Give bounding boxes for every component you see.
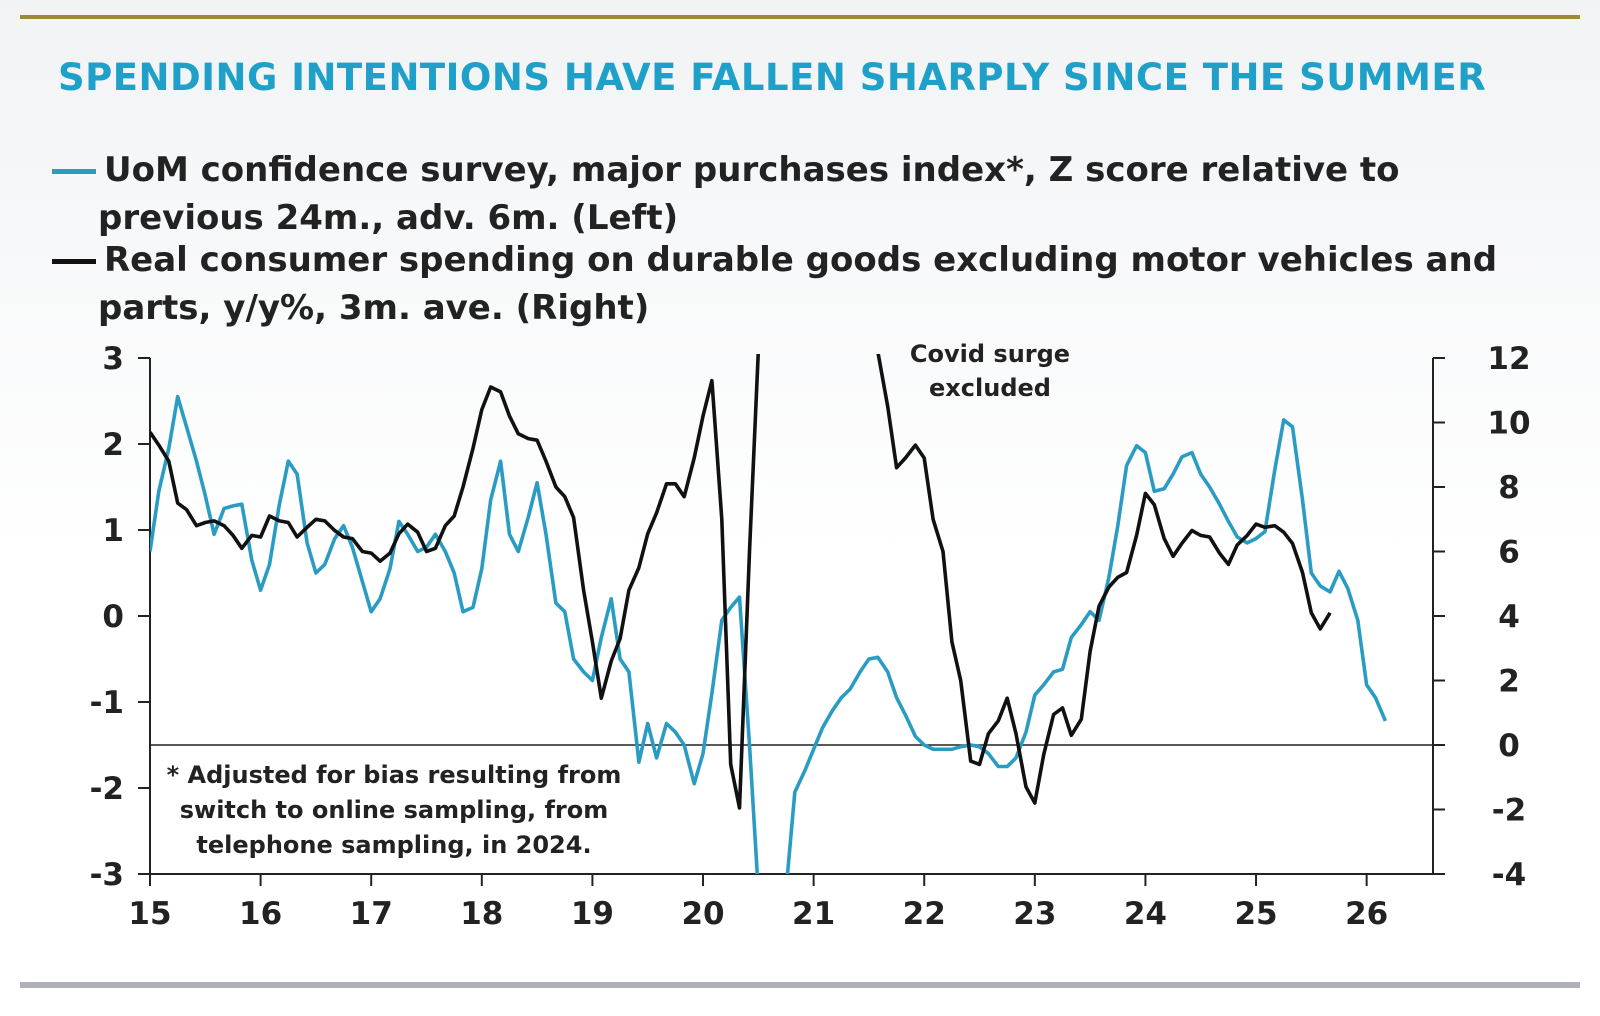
legend-text-spending-line1: Real consumer spending on durable goods …	[104, 240, 1498, 280]
x-tick-label: 15	[128, 896, 171, 932]
x-tick-label: 25	[1234, 896, 1277, 932]
covid-annotation-line2: excluded	[929, 374, 1051, 402]
bottom-rule	[20, 982, 1580, 988]
y-left-tick-label: 2	[102, 427, 124, 463]
y-right-tick-label: -2	[1492, 793, 1526, 829]
legend-text-uom-line1: UoM confidence survey, major purchases i…	[104, 150, 1400, 190]
x-tick-label: 21	[792, 896, 835, 932]
footnote: * Adjusted for bias resulting from switc…	[167, 761, 622, 859]
y-right-tick-label: 8	[1498, 470, 1520, 506]
x-tick-label: 26	[1345, 896, 1388, 932]
top-rule	[20, 15, 1580, 19]
y-left-tick-label: 1	[102, 513, 124, 549]
y-right-tick-label: 10	[1487, 406, 1530, 442]
x-tick-label: 17	[350, 896, 393, 932]
x-tick-label: 20	[681, 896, 724, 932]
legend-text-spending-line2: parts, y/y%, 3m. ave. (Right)	[98, 288, 650, 328]
y-left-tick-label: -1	[90, 685, 124, 721]
x-tick-label: 18	[460, 896, 503, 932]
chart-title: SPENDING INTENTIONS HAVE FALLEN SHARPLY …	[58, 56, 1487, 99]
y-right-tick-label: 4	[1498, 599, 1520, 635]
y-right-tick-label: 6	[1498, 535, 1520, 571]
footnote-line1: * Adjusted for bias resulting from	[167, 761, 622, 789]
footnote-line2: switch to online sampling, from	[180, 796, 609, 824]
covid-annotation: Covid surge excluded	[910, 340, 1070, 402]
legend-swatch-black	[52, 259, 96, 264]
legend-entry-uom: UoM confidence survey, major purchases i…	[52, 146, 1400, 242]
y-right-tick-label: 2	[1498, 664, 1520, 700]
series-line-uom-major-purchases	[150, 394, 1388, 874]
footnote-line3: telephone sampling, in 2024.	[196, 831, 591, 859]
chart-series	[150, 354, 1388, 874]
y-right-tick-label: -4	[1492, 857, 1526, 893]
legend-entry-spending: Real consumer spending on durable goods …	[52, 236, 1497, 332]
x-tick-label: 19	[571, 896, 614, 932]
x-tick-label: 22	[903, 896, 946, 932]
legend-text-uom-line2: previous 24m., adv. 6m. (Left)	[98, 198, 679, 238]
y-left-tick-label: 0	[102, 599, 124, 635]
y-left-tick-label: -3	[90, 857, 124, 893]
series-line-durable-goods-spending	[150, 354, 1332, 810]
y-right-tick-label: 12	[1487, 341, 1530, 377]
y-left-tick-label: -2	[90, 771, 124, 807]
covid-annotation-line1: Covid surge	[910, 340, 1070, 368]
x-tick-label: 24	[1124, 896, 1167, 932]
x-tick-label: 16	[239, 896, 282, 932]
y-left-tick-label: 3	[102, 341, 124, 377]
y-right-tick-label: 0	[1498, 728, 1520, 764]
x-tick-label: 23	[1013, 896, 1056, 932]
legend-swatch-blue	[52, 169, 96, 174]
